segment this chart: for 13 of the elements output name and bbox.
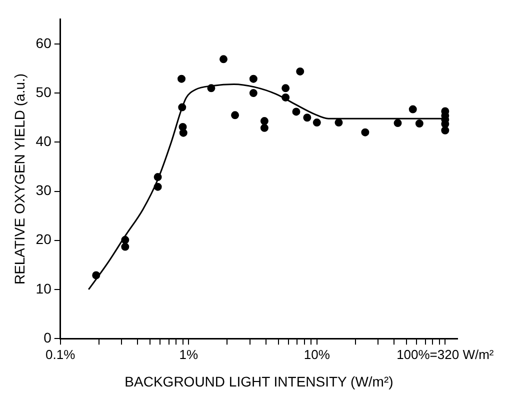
x-axis-title: BACKGROUND LIGHT INTENSITY (W/m²) (124, 373, 394, 390)
x-tick-label: 100%=320 W/m² (396, 346, 494, 362)
x-tick-label: 0.1% (46, 346, 76, 362)
y-tick-label: 60 (36, 34, 52, 51)
x-tick-label: 10% (304, 346, 330, 362)
y-tick-label: 10 (36, 280, 52, 296)
y-tick-label: 40 (36, 133, 52, 150)
x-tick-label: 1% (179, 346, 198, 362)
y-tick-label: 20 (36, 231, 52, 248)
y-tick-label: 50 (36, 84, 52, 100)
y-axis-title: RELATIVE OXYGEN YIELD (a.u.) (11, 73, 28, 285)
y-tick-label: 0 (44, 329, 52, 346)
y-tick-label: 30 (36, 182, 52, 198)
